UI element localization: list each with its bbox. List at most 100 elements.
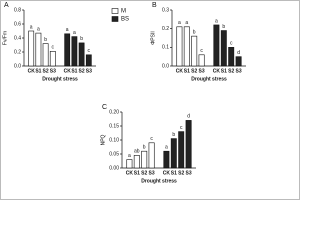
bar [183,26,190,67]
panel-label: A [4,2,9,9]
bar [220,30,227,67]
y-tick-label: 0.00 [109,165,119,171]
significance-letter: b [222,24,225,30]
y-axis-title: ΦPSII [150,31,156,44]
bar [141,150,148,169]
y-tick-label: 0.3 [162,7,169,13]
x-tick-label: S1 [171,170,177,176]
significance-letter: a [30,24,33,30]
y-tick-label: 0.8 [14,7,21,13]
x-tick-label: S1 [184,68,190,74]
y-axis-title: NPQ [100,134,106,145]
significance-letter: a [185,20,188,26]
bar [185,120,192,169]
y-tick-label: 0.2 [162,26,169,32]
bar [178,131,185,169]
y-tick-label: 0.20 [109,109,119,115]
bar [64,33,71,67]
bar [198,54,205,67]
bar [28,30,35,67]
significance-letter: b [172,132,175,138]
x-tick-label: S2 [178,170,184,176]
x-tick-label: CK [163,170,171,176]
significance-letter: d [187,114,190,120]
x-tick-label: S3 [236,68,242,74]
significance-letter: d [237,50,240,56]
bar [78,42,85,67]
significance-letter: b [80,36,83,42]
bar [235,56,242,67]
bar [133,155,140,169]
significance-letter: a [66,27,69,33]
significance-letter: a [73,30,76,36]
bar [170,138,177,169]
x-tick-label: S2 [191,68,197,74]
y-tick-label: 0.0 [162,63,169,69]
significance-letter: a [165,145,168,151]
significance-letter: c [200,48,203,54]
significance-letter: a [37,26,40,32]
y-tick-label: 0.1 [162,45,169,51]
x-tick-label: S1 [134,170,140,176]
x-axis-title: Drought stress [141,178,177,184]
bar [228,47,235,67]
legend-label: BS [121,17,129,23]
x-tick-label: CK [64,68,72,74]
x-tick-label: CK [28,68,36,74]
bar [191,35,198,67]
bar [42,43,49,67]
x-tick-label: CK [176,68,184,74]
significance-letter: b [143,145,146,151]
x-tick-label: S3 [86,68,92,74]
y-tick-label: 0.4 [14,35,21,41]
significance-letter: c [88,48,91,54]
x-tick-label: S3 [50,68,56,74]
significance-letter: b [44,37,47,43]
bar [213,24,220,67]
y-tick-label: 0.0 [14,63,21,69]
x-axis-title: Drought stress [42,76,78,82]
bar [176,26,183,67]
figure: A Fv/Fm Drought stress 0.0 0.2 0.4 0.6 0.8 a CK a S… [0,0,300,200]
significance-letter: c [150,136,153,142]
x-tick-label: S2 [228,68,234,74]
significance-letter: c [52,45,55,51]
y-axis-title: Fv/Fm [2,31,8,45]
legend-label: M [121,9,126,15]
significance-letter: ab [134,149,140,155]
x-tick-label: S3 [186,170,192,176]
x-axis-title: Drought stress [191,76,227,82]
bar [148,142,155,169]
legend-swatch [111,16,119,22]
x-tick-label: CK [213,68,221,74]
significance-letter: a [215,18,218,24]
y-tick-label: 0.15 [109,123,119,129]
x-tick-label: S3 [199,68,205,74]
significance-letter: c [230,41,233,47]
y-tick-label: 0.10 [109,137,119,143]
x-tick-label: CK [126,170,134,176]
panel-label: C [102,104,107,111]
y-tick-label: 0.05 [109,151,119,157]
legend-swatch [111,8,119,14]
bar [49,50,56,67]
bar [71,36,78,67]
bar [35,32,42,67]
y-tick-label: 0.2 [14,49,21,55]
bar [126,159,133,169]
significance-letter: a [178,20,181,26]
significance-letter: c [180,125,183,131]
y-tick-label: 0.6 [14,21,21,27]
x-tick-label: S2 [43,68,49,74]
x-tick-label: S3 [149,170,155,176]
significance-letter: b [193,29,196,35]
x-tick-label: S2 [79,68,85,74]
bar [85,54,92,67]
x-tick-label: S1 [71,68,77,74]
x-tick-label: S1 [221,68,227,74]
panel-label: B [152,2,157,9]
x-tick-label: S2 [141,170,147,176]
x-tick-label: S1 [35,68,41,74]
bar [163,150,170,169]
significance-letter: a [128,153,131,159]
